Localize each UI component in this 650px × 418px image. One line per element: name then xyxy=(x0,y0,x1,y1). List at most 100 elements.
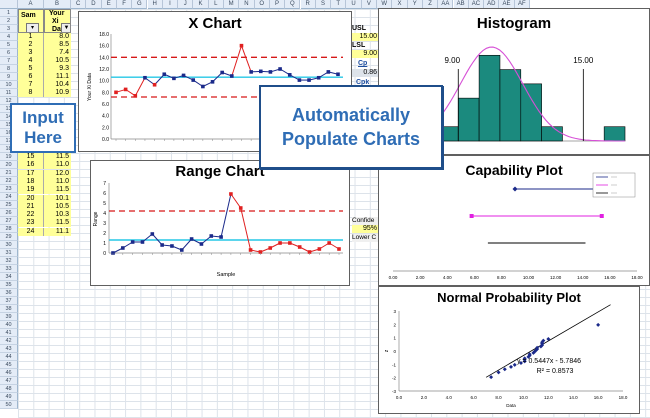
normal-probability-panel[interactable]: Normal Probability Plot 0.0 2.0 4.0 6.0 8.0 1… xyxy=(378,286,640,414)
sample-number-cell[interactable]: 4 xyxy=(18,57,44,65)
data-value-cell[interactable]: 8.5 xyxy=(44,41,71,49)
column-header[interactable]: P xyxy=(269,0,286,9)
row-header[interactable]: 35 xyxy=(0,281,18,289)
column-header[interactable]: J xyxy=(178,0,194,9)
data-value-cell[interactable]: 10.3 xyxy=(44,211,71,220)
row-header[interactable]: 5 xyxy=(0,41,18,49)
row-header[interactable]: 46 xyxy=(0,369,18,377)
column-header[interactable]: C xyxy=(71,0,87,9)
column-header[interactable]: I xyxy=(162,0,179,9)
sample-number-cell[interactable]: 5 xyxy=(18,65,44,73)
row-header[interactable]: 39 xyxy=(0,313,18,321)
column-header[interactable]: V xyxy=(361,0,377,9)
sample-number-cell[interactable]: 6 xyxy=(18,73,44,81)
row-header[interactable]: 41 xyxy=(0,329,18,337)
row-header[interactable]: 45 xyxy=(0,361,18,369)
row-header[interactable]: 28 xyxy=(0,225,18,233)
data-value-cell[interactable]: 11.5 xyxy=(44,186,71,195)
column-header[interactable]: K xyxy=(193,0,209,9)
row-header[interactable]: 31 xyxy=(0,249,18,257)
sample-number-cell[interactable]: 19 xyxy=(18,186,44,195)
header-value[interactable]: Your Xi Da ▼ xyxy=(44,9,71,33)
x-chart-panel[interactable]: X Chart 18.0 16.0 14.0 12.0 10.0 8.0 6.0 4.0 2.0… xyxy=(78,11,352,152)
histogram-panel[interactable]: Histogram 9.00 15.00 xyxy=(378,8,650,155)
data-value-cell[interactable]: 11.1 xyxy=(44,73,71,81)
row-header[interactable]: 34 xyxy=(0,273,18,281)
filter-active-icon[interactable]: ▼ xyxy=(61,23,70,32)
sample-number-cell[interactable]: 17 xyxy=(18,169,44,178)
data-value-cell[interactable]: 12.0 xyxy=(44,169,71,178)
row-header[interactable]: 37 xyxy=(0,297,18,305)
row-header[interactable]: 44 xyxy=(0,353,18,361)
row-header[interactable]: 33 xyxy=(0,265,18,273)
row-header[interactable]: 42 xyxy=(0,337,18,345)
sample-number-cell[interactable]: 20 xyxy=(18,194,44,203)
row-header[interactable]: 23 xyxy=(0,185,18,193)
sample-number-cell[interactable]: 21 xyxy=(18,202,44,211)
row-header[interactable]: 25 xyxy=(0,201,18,209)
column-header[interactable]: R xyxy=(300,0,316,9)
data-value-cell[interactable]: 11.5 xyxy=(44,153,71,161)
filter-dropdown-icon[interactable]: ▾ xyxy=(26,23,39,32)
data-value-cell[interactable]: 11.0 xyxy=(44,177,71,186)
row-header[interactable]: 24 xyxy=(0,193,18,201)
sample-number-cell[interactable]: 24 xyxy=(18,227,44,236)
column-header[interactable]: L xyxy=(208,0,224,9)
row-header[interactable]: 7 xyxy=(0,57,18,65)
column-header[interactable]: D xyxy=(86,0,102,9)
sample-number-cell[interactable]: 7 xyxy=(18,81,44,89)
row-header[interactable]: 32 xyxy=(0,257,18,265)
row-header[interactable]: 36 xyxy=(0,289,18,297)
sample-number-cell[interactable]: 1 xyxy=(18,33,44,41)
column-header[interactable]: U xyxy=(346,0,362,9)
column-header[interactable]: S xyxy=(315,0,332,9)
column-header[interactable]: O xyxy=(254,0,270,9)
column-header[interactable]: H xyxy=(147,0,163,9)
column-header[interactable]: G xyxy=(132,0,148,9)
lsl-value[interactable]: 9.00 xyxy=(352,50,378,58)
column-header[interactable]: F xyxy=(116,0,133,9)
sample-number-cell[interactable]: 8 xyxy=(18,89,44,97)
row-header[interactable]: 49 xyxy=(0,393,18,401)
row-header[interactable]: 10 xyxy=(0,81,18,89)
column-header[interactable]: E xyxy=(101,0,117,9)
select-all-corner[interactable] xyxy=(0,0,18,9)
row-header[interactable]: 9 xyxy=(0,73,18,81)
column-header[interactable]: T xyxy=(331,0,347,9)
data-value-cell[interactable]: 7.4 xyxy=(44,49,71,57)
row-header[interactable]: 4 xyxy=(0,33,18,41)
row-header[interactable]: 6 xyxy=(0,49,18,57)
sample-number-cell[interactable]: 16 xyxy=(18,161,44,170)
confidence-value[interactable]: 95% xyxy=(352,225,378,233)
usl-value[interactable]: 15.00 xyxy=(352,33,378,41)
row-header[interactable]: 29 xyxy=(0,233,18,241)
capability-plot-panel[interactable]: Capability Plot 0.00 2.00 4.00 6.00 8.00 10.0… xyxy=(378,155,650,286)
column-header[interactable]: M xyxy=(224,0,240,9)
data-value-cell[interactable]: 10.5 xyxy=(44,57,71,65)
row-header[interactable]: 3 xyxy=(0,25,18,33)
row-header[interactable]: 38 xyxy=(0,305,18,313)
column-header[interactable]: B xyxy=(44,0,71,9)
row-header[interactable]: 8 xyxy=(0,65,18,73)
row-header[interactable]: 48 xyxy=(0,385,18,393)
sample-number-cell[interactable]: 3 xyxy=(18,49,44,57)
row-header[interactable]: 26 xyxy=(0,209,18,217)
row-header[interactable]: 27 xyxy=(0,217,18,225)
data-value-cell[interactable]: 11.5 xyxy=(44,219,71,228)
data-value-cell[interactable]: 10.1 xyxy=(44,194,71,203)
data-value-cell[interactable]: 11.0 xyxy=(44,161,71,170)
row-header[interactable]: 40 xyxy=(0,321,18,329)
sample-number-cell[interactable]: 22 xyxy=(18,211,44,220)
row-header[interactable]: 50 xyxy=(0,401,18,409)
data-value-cell[interactable]: 11.1 xyxy=(44,227,71,236)
row-header[interactable]: 43 xyxy=(0,345,18,353)
row-header[interactable]: 12 xyxy=(0,97,18,105)
row-header[interactable]: 1 xyxy=(0,9,18,17)
row-header[interactable]: 2 xyxy=(0,17,18,25)
range-chart-panel[interactable]: Range Chart 7 6 5 4 3 2 1 0 Range Sample xyxy=(90,160,350,286)
data-value-cell[interactable]: 8.0 xyxy=(44,33,71,41)
row-header[interactable]: 11 xyxy=(0,89,18,97)
header-sample[interactable]: Sam ▾ xyxy=(18,9,44,33)
sample-number-cell[interactable]: 15 xyxy=(18,153,44,161)
row-header[interactable]: 22 xyxy=(0,177,18,185)
